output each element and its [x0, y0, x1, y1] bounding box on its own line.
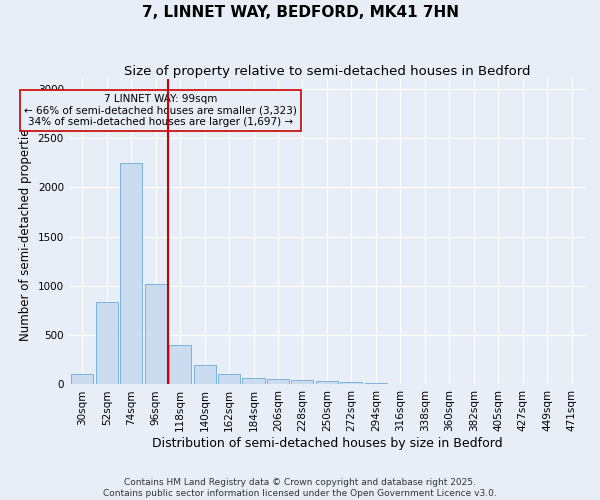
Bar	[96, 302, 118, 384]
Bar	[340, 382, 362, 384]
Bar	[292, 380, 313, 384]
X-axis label: Distribution of semi-detached houses by size in Bedford: Distribution of semi-detached houses by …	[152, 437, 502, 450]
Bar	[316, 381, 338, 384]
Bar	[267, 379, 289, 384]
Bar	[242, 378, 265, 384]
Bar	[218, 374, 240, 384]
Bar	[145, 284, 167, 384]
Bar	[120, 163, 142, 384]
Bar	[365, 383, 387, 384]
Y-axis label: Number of semi-detached properties: Number of semi-detached properties	[19, 122, 32, 341]
Title: Size of property relative to semi-detached houses in Bedford: Size of property relative to semi-detach…	[124, 65, 530, 78]
Bar	[71, 374, 93, 384]
Bar	[169, 344, 191, 385]
Text: Contains HM Land Registry data © Crown copyright and database right 2025.
Contai: Contains HM Land Registry data © Crown c…	[103, 478, 497, 498]
Text: 7, LINNET WAY, BEDFORD, MK41 7HN: 7, LINNET WAY, BEDFORD, MK41 7HN	[142, 5, 458, 20]
Bar	[194, 365, 215, 384]
Text: 7 LINNET WAY: 99sqm
← 66% of semi-detached houses are smaller (3,323)
34% of sem: 7 LINNET WAY: 99sqm ← 66% of semi-detach…	[24, 94, 297, 127]
